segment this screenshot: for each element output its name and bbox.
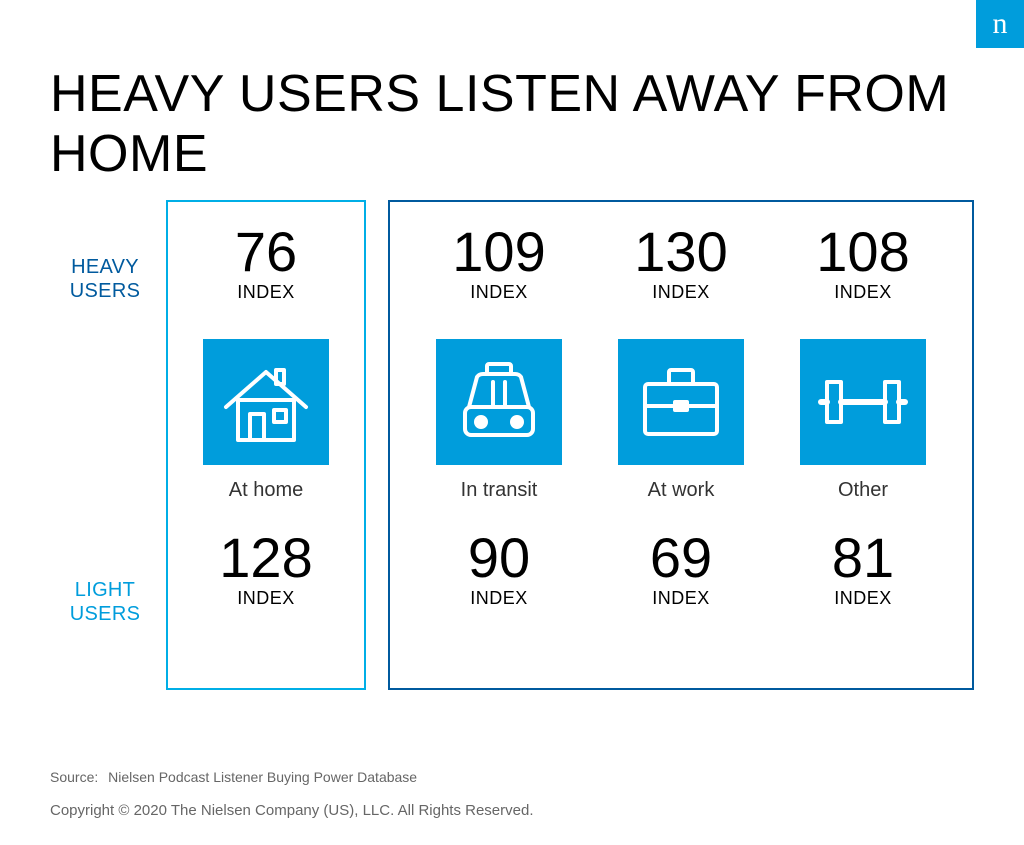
dumbbell-icon	[800, 339, 926, 465]
source-prefix: Source:	[50, 769, 98, 785]
index-label: INDEX	[470, 588, 528, 609]
light-value-other: 81	[832, 530, 894, 586]
heavy-value-in-transit: 109	[452, 224, 545, 280]
index-label: INDEX	[652, 282, 710, 303]
brand-logo-letter: n	[993, 7, 1008, 41]
index-label: INDEX	[834, 588, 892, 609]
panel-at-home: 76 INDEX At home 128 INDEX	[166, 200, 366, 690]
caption-at-home: At home	[229, 479, 303, 502]
index-label: INDEX	[834, 282, 892, 303]
index-label: INDEX	[237, 588, 295, 609]
heavy-value-at-home: 76	[235, 224, 297, 280]
briefcase-icon	[618, 339, 744, 465]
column-other: 108 INDEX Other 81 INDEX	[783, 202, 943, 688]
index-label: INDEX	[237, 282, 295, 303]
caption-at-work: At work	[648, 479, 715, 502]
column-at-home: 76 INDEX At home 128 INDEX	[186, 202, 346, 688]
chart-area: HEAVY USERS LIGHT USERS 76 INDEX At home…	[50, 200, 974, 710]
index-label: INDEX	[470, 282, 528, 303]
heavy-value-at-work: 130	[634, 224, 727, 280]
panel-away-from-home: 109 INDEX In transit 90 INDEX 130 INDEX	[388, 200, 974, 690]
heavy-value-other: 108	[816, 224, 909, 280]
row-label-heavy: HEAVY USERS	[50, 255, 160, 303]
house-icon	[203, 339, 329, 465]
light-value-at-work: 69	[650, 530, 712, 586]
copyright-line: Copyright © 2020 The Nielsen Company (US…	[50, 802, 534, 819]
light-value-in-transit: 90	[468, 530, 530, 586]
column-in-transit: 109 INDEX In transit 90 INDEX	[419, 202, 579, 688]
brand-logo: n	[976, 0, 1024, 48]
column-at-work: 130 INDEX At work 69 INDEX	[601, 202, 761, 688]
chart-title: HEAVY USERS LISTEN AWAY FROM HOME	[50, 64, 1024, 184]
light-value-at-home: 128	[219, 530, 312, 586]
row-label-light: LIGHT USERS	[50, 578, 160, 626]
car-icon	[436, 339, 562, 465]
index-label: INDEX	[652, 588, 710, 609]
source-line: Source: Nielsen Podcast Listener Buying …	[50, 769, 417, 785]
caption-other: Other	[838, 479, 888, 502]
source-text: Nielsen Podcast Listener Buying Power Da…	[108, 769, 417, 785]
caption-in-transit: In transit	[461, 479, 538, 502]
